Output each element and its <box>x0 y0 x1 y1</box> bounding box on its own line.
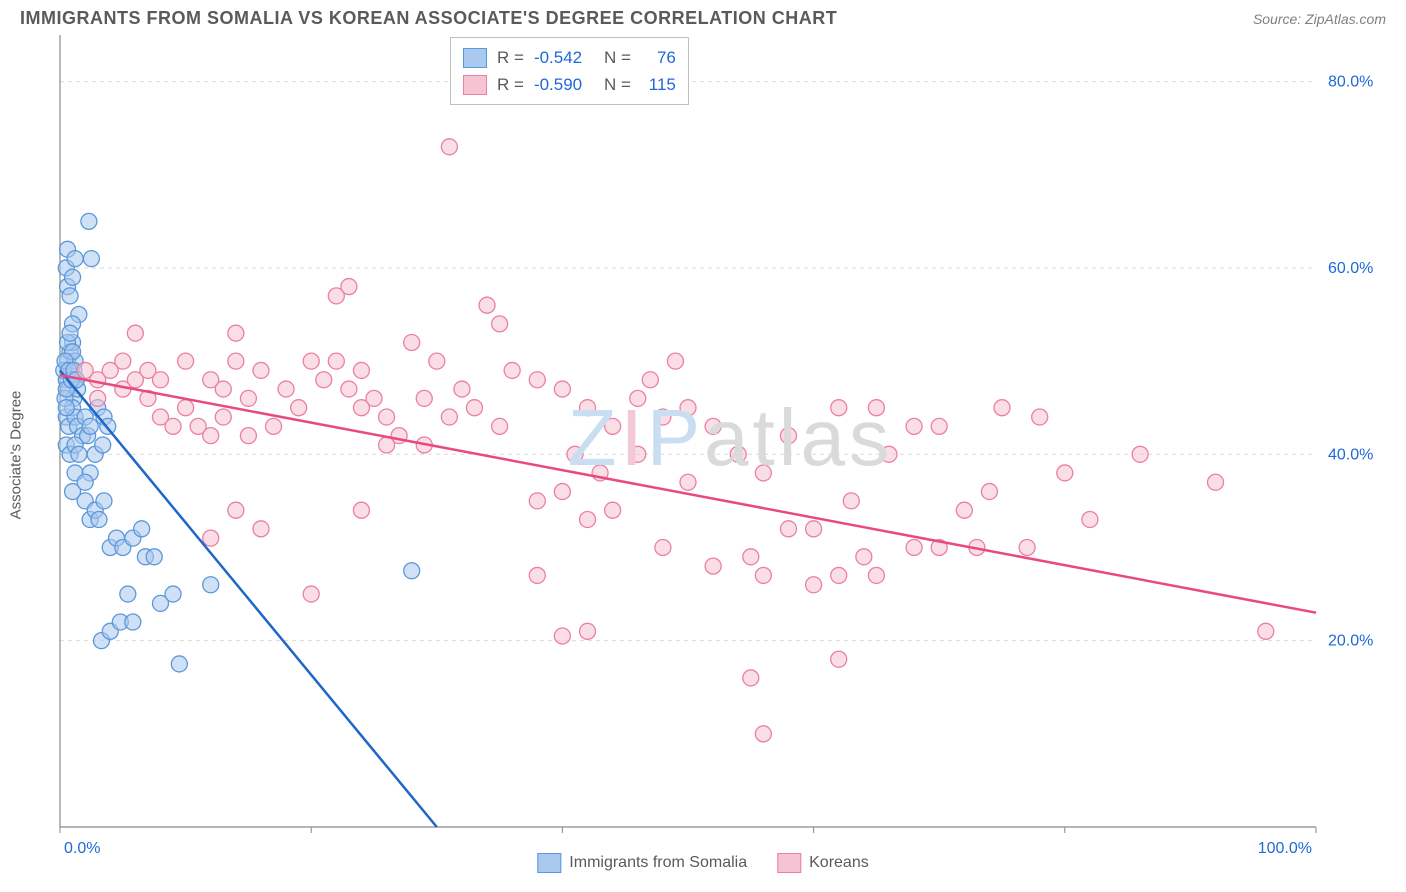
svg-text:60.0%: 60.0% <box>1328 260 1373 277</box>
series-legend: Immigrants from Somalia Koreans <box>537 853 868 873</box>
svg-text:20.0%: 20.0% <box>1328 633 1373 650</box>
r-label: R = <box>497 44 524 71</box>
n-value-0: 76 <box>641 44 676 71</box>
n-label: N = <box>604 44 631 71</box>
n-label: N = <box>604 71 631 98</box>
chart-area: Associate's Degree 20.0%40.0%60.0%80.0%0… <box>20 35 1386 875</box>
legend-item-1: Koreans <box>777 853 869 873</box>
swatch-series-1-bottom <box>777 853 801 873</box>
legend-row-series-1: R = -0.590 N = 115 <box>463 71 676 98</box>
svg-text:0.0%: 0.0% <box>64 840 100 857</box>
scatter-plot: 20.0% 40.0% 60.0% 80.0% 0.0% 100.0% <box>20 35 1386 875</box>
swatch-series-0 <box>463 48 487 68</box>
legend-row-series-0: R = -0.542 N = 76 <box>463 44 676 71</box>
n-value-1: 115 <box>641 71 676 98</box>
legend-item-0: Immigrants from Somalia <box>537 853 747 873</box>
swatch-series-1 <box>463 75 487 95</box>
svg-text:100.0%: 100.0% <box>1258 840 1312 857</box>
legend-label-1: Koreans <box>809 854 869 872</box>
legend-label-0: Immigrants from Somalia <box>569 854 747 872</box>
r-value-0: -0.542 <box>534 44 594 71</box>
svg-text:80.0%: 80.0% <box>1328 74 1373 91</box>
svg-text:40.0%: 40.0% <box>1328 446 1373 463</box>
chart-title: IMMIGRANTS FROM SOMALIA VS KOREAN ASSOCI… <box>20 8 837 29</box>
swatch-series-0-bottom <box>537 853 561 873</box>
r-value-1: -0.590 <box>534 71 594 98</box>
y-axis-title: Associate's Degree <box>8 391 25 520</box>
stats-legend: R = -0.542 N = 76 R = -0.590 N = 115 <box>450 37 689 105</box>
source-label: Source: ZipAtlas.com <box>1253 11 1386 27</box>
r-label: R = <box>497 71 524 98</box>
